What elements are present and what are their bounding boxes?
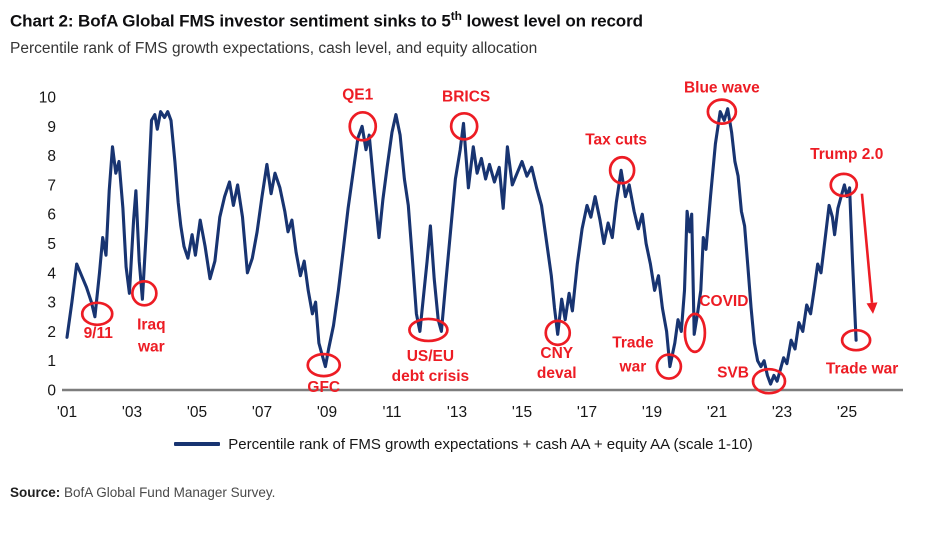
y-tick-label: 2 bbox=[47, 324, 56, 341]
y-tick-label: 5 bbox=[47, 236, 56, 253]
annotation-circle-trade-war-2019 bbox=[655, 352, 683, 380]
annotation-circle-trump-2-0 bbox=[829, 172, 859, 197]
annotation-circle-blue-wave bbox=[706, 97, 738, 125]
title-text: Chart 2: BofA Global FMS investor sentim… bbox=[10, 11, 451, 31]
annotation-circle-svb bbox=[751, 367, 787, 395]
annotation-circle-qe1 bbox=[348, 110, 378, 142]
annotation-circle-gfc bbox=[306, 352, 342, 378]
source-label: Source: bbox=[10, 484, 61, 500]
annotation-label-trade-war-2019: war bbox=[619, 358, 647, 375]
annotation-label-trump-2-0: Trump 2.0 bbox=[810, 146, 883, 163]
x-tick-label: '07 bbox=[252, 404, 272, 421]
annotation-circle-us-eu-debt-crisis bbox=[408, 317, 449, 342]
annotation-circle-brics bbox=[449, 111, 479, 141]
title-text-tail: lowest level on record bbox=[461, 11, 643, 31]
annotation-label-iraq-war: war bbox=[137, 338, 165, 355]
y-tick-label: 10 bbox=[39, 89, 57, 106]
x-tick-label: '09 bbox=[317, 404, 337, 421]
source-note: Source: BofA Global Fund Manager Survey. bbox=[10, 485, 927, 500]
x-tick-label: '25 bbox=[837, 404, 857, 421]
x-tick-label: '11 bbox=[382, 404, 401, 421]
x-tick-label: '05 bbox=[187, 404, 207, 421]
title-superscript: th bbox=[450, 9, 462, 23]
y-tick-label: 8 bbox=[47, 148, 56, 165]
source-text: BofA Global Fund Manager Survey. bbox=[60, 484, 276, 500]
annotation-label-brics: BRICS bbox=[442, 88, 490, 105]
x-tick-label: '03 bbox=[122, 404, 142, 421]
annotation-circle-nine-eleven bbox=[80, 301, 114, 326]
series-line bbox=[65, 106, 858, 386]
y-tick-label: 9 bbox=[47, 118, 56, 135]
y-tick-label: 7 bbox=[47, 177, 56, 194]
y-tick-label: 0 bbox=[47, 382, 56, 399]
annotation-label-svb: SVB bbox=[717, 364, 749, 381]
legend-label: Percentile rank of FMS growth expectatio… bbox=[228, 435, 753, 453]
down-arrow-head bbox=[866, 302, 878, 314]
annotation-label-blue-wave: Blue wave bbox=[684, 79, 760, 96]
annotation-label-iraq-war: Iraq bbox=[137, 316, 165, 333]
annotation-label-trade-war-2025: Trade war bbox=[826, 360, 898, 377]
chart-subtitle: Percentile rank of FMS growth expectatio… bbox=[10, 39, 538, 57]
x-tick-label: '17 bbox=[577, 404, 597, 421]
chart-header: Chart 2: BofA Global FMS investor sentim… bbox=[0, 0, 927, 58]
x-tick-label: '21 bbox=[707, 404, 727, 421]
annotation-circle-covid bbox=[683, 312, 707, 353]
x-tick-label: '15 bbox=[512, 404, 532, 421]
annotation-label-trade-war-2019: Trade bbox=[612, 334, 654, 351]
y-tick-label: 1 bbox=[47, 353, 56, 370]
y-tick-label: 6 bbox=[47, 206, 56, 223]
annotation-label-cny-deval: CNY bbox=[540, 345, 573, 362]
annotation-label-tax-cuts: Tax cuts bbox=[585, 131, 647, 148]
annotation-circle-tax-cuts bbox=[608, 155, 636, 185]
annotation-label-us-eu-debt-crisis: US/EU bbox=[407, 348, 454, 365]
chart-legend: Percentile rank of FMS growth expectatio… bbox=[0, 436, 927, 453]
annotation-label-cny-deval: deval bbox=[537, 365, 577, 382]
annotation-label-nine-eleven: 9/11 bbox=[84, 325, 114, 342]
x-tick-label: '13 bbox=[447, 404, 467, 421]
annotation-circle-cny-deval bbox=[544, 319, 572, 346]
y-tick-label: 4 bbox=[47, 265, 56, 282]
annotation-label-gfc: GFC bbox=[307, 379, 340, 396]
page-title: Chart 2: BofA Global FMS investor sentim… bbox=[10, 9, 915, 32]
sentiment-line-chart: 0 1 2 3 4 5 6 7 8 9 10 '01 '03 '05 '07 '09 '11 '13 '15 '17 '… bbox=[39, 79, 903, 421]
annotation-label-covid: COVID bbox=[699, 293, 748, 310]
down-arrow-shaft bbox=[860, 193, 874, 303]
y-tick-label: 3 bbox=[47, 294, 56, 311]
legend-line-swatch bbox=[174, 442, 221, 447]
x-tick-label: '23 bbox=[772, 404, 792, 421]
annotation-circle-trade-war-2025 bbox=[840, 328, 872, 352]
annotation-label-us-eu-debt-crisis: debt crisis bbox=[392, 368, 470, 385]
annotation-label-qe1: QE1 bbox=[342, 86, 373, 103]
x-tick-label: '19 bbox=[642, 404, 662, 421]
x-tick-label: '01 bbox=[57, 404, 77, 421]
annotation-circle-iraq-war bbox=[131, 279, 158, 307]
